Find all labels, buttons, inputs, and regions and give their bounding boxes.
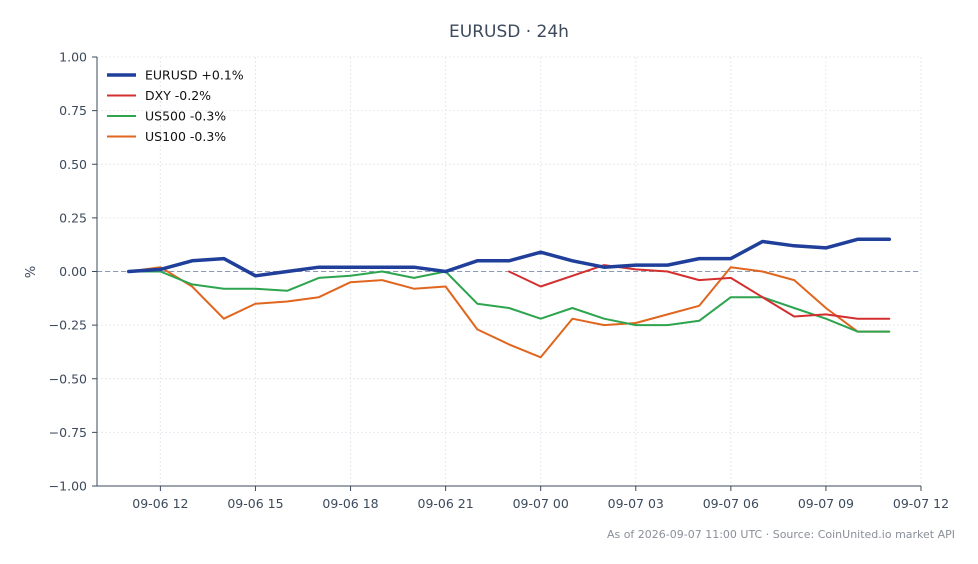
x-tick-label: 09-06 21: [418, 496, 474, 511]
legend-label: US500 -0.3%: [145, 109, 226, 124]
x-tick-label: 09-07 00: [513, 496, 569, 511]
y-tick-label: −0.50: [49, 371, 87, 386]
legend-label: EURUSD +0.1%: [145, 68, 244, 83]
x-tick-label: 09-07 03: [608, 496, 664, 511]
y-tick-label: 0.50: [59, 157, 87, 172]
x-tick-label: 09-07 06: [703, 496, 759, 511]
y-tick-label: 1.00: [59, 50, 87, 65]
y-axis-ticks: 1.00 0.75 0.50 0.25 0.00 −0.25 −0.50 −0.75 −1.00: [49, 50, 97, 494]
x-axis-ticks: 09-06 12 09-06 15 09-06 18 09-06 21 09-07 00…: [132, 486, 949, 511]
legend-label: DXY -0.2%: [145, 88, 211, 103]
y-tick-label: 0.25: [59, 210, 87, 225]
x-tick-label: 09-06 15: [227, 496, 283, 511]
series-lines: [126, 237, 892, 359]
y-tick-label: 0.00: [59, 264, 87, 279]
series-line-2: [127, 270, 891, 333]
legend: EURUSD +0.1% DXY -0.2% US500 -0.3% US100 -0…: [107, 68, 244, 144]
x-tick-label: 09-07 09: [798, 496, 854, 511]
x-tick-label: 09-06 18: [322, 496, 378, 511]
series-line-1: [508, 264, 891, 320]
x-tick-label: 09-06 12: [132, 496, 188, 511]
series-line-0: [126, 237, 892, 278]
y-tick-label: −0.75: [49, 425, 87, 440]
series-line-3: [127, 266, 891, 359]
x-tick-label: 09-07 12: [893, 496, 949, 511]
chart-title: EURUSD · 24h: [449, 22, 569, 42]
y-tick-label: −0.25: [49, 318, 87, 333]
footer-note: As of 2026-09-07 11:00 UTC · Source: Coi…: [607, 528, 955, 541]
y-tick-label: 0.75: [59, 103, 87, 118]
legend-label: US100 -0.3%: [145, 129, 226, 144]
y-tick-label: −1.00: [49, 479, 87, 494]
y-axis-label: %: [24, 266, 39, 278]
